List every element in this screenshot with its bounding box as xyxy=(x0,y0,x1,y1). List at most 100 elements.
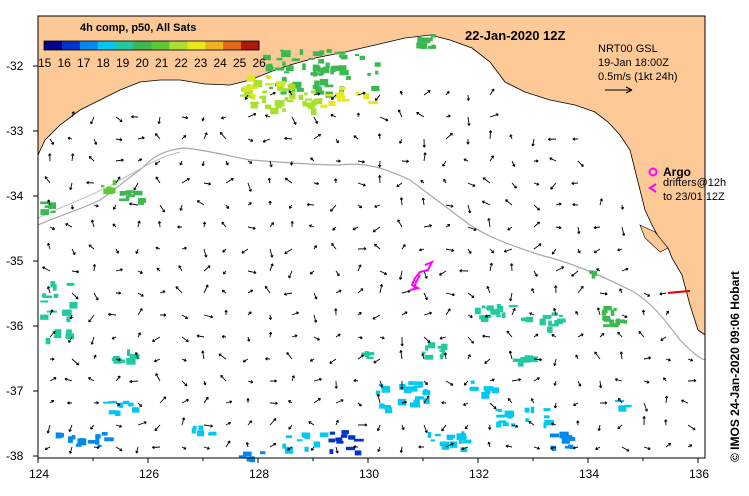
sst-pixel xyxy=(276,81,286,87)
current-arrow xyxy=(593,248,601,254)
current-arrowhead xyxy=(112,223,114,227)
current-arrowhead xyxy=(554,363,557,366)
current-arrow xyxy=(115,176,121,184)
current-arrowhead xyxy=(474,227,477,231)
sst-pixel xyxy=(518,360,524,367)
current-arrow xyxy=(423,395,430,404)
current-arrow xyxy=(291,375,295,382)
sst-pixel xyxy=(403,386,412,393)
current-arrowhead xyxy=(152,447,155,450)
sst-pixel xyxy=(624,404,632,408)
sst-pixel xyxy=(66,282,75,286)
current-arrowhead xyxy=(205,254,208,258)
current-arrow xyxy=(133,182,139,191)
sst-pixel xyxy=(335,437,343,442)
current-arrow xyxy=(599,292,608,295)
drifter-marker-icon xyxy=(648,183,657,193)
current-arrowhead xyxy=(441,402,444,405)
current-arrowhead xyxy=(210,424,213,427)
sst-pixel xyxy=(197,430,205,437)
current-arrow xyxy=(357,354,364,360)
current-arrowhead xyxy=(86,182,89,185)
current-arrow xyxy=(555,226,562,229)
current-arrowhead xyxy=(536,182,540,186)
current-arrow xyxy=(687,424,696,431)
current-arrow xyxy=(313,398,321,404)
current-arrowhead xyxy=(463,158,466,162)
current-arrow xyxy=(47,424,51,434)
current-arrowhead xyxy=(482,335,485,338)
current-arrow xyxy=(330,204,337,212)
current-arrowhead xyxy=(223,272,226,275)
current-arrowhead xyxy=(399,197,402,200)
sst-pixel xyxy=(339,69,349,76)
current-arrow xyxy=(218,353,227,360)
current-arrowhead xyxy=(88,244,91,248)
current-arrowhead xyxy=(88,377,90,381)
current-arrow xyxy=(88,244,95,250)
current-arrow xyxy=(445,308,451,316)
current-arrowhead xyxy=(50,309,53,312)
current-arrow xyxy=(269,92,276,96)
current-arrow xyxy=(511,308,516,316)
current-arrow xyxy=(137,292,144,297)
sst-pixel xyxy=(569,445,574,450)
current-arrowhead xyxy=(375,99,378,101)
current-arrow xyxy=(489,113,499,118)
current-arrow xyxy=(533,243,542,250)
current-arrowhead xyxy=(88,156,91,159)
current-arrow xyxy=(643,380,650,383)
current-arrowhead xyxy=(224,309,227,313)
sst-pixel xyxy=(316,98,323,102)
current-arrow xyxy=(129,380,139,383)
current-arrow xyxy=(247,138,254,142)
colorbar-segment xyxy=(187,41,206,50)
current-arrow xyxy=(357,92,366,96)
colorbar-segment xyxy=(241,41,260,50)
sst-pixel xyxy=(100,184,105,188)
current-arrowhead xyxy=(451,382,454,386)
current-arrowhead xyxy=(156,267,159,271)
current-arrowhead xyxy=(181,417,185,420)
sst-pixel xyxy=(252,94,256,98)
sst-pixel xyxy=(589,271,597,275)
current-arrow xyxy=(441,424,447,432)
sst-pixel xyxy=(341,99,350,102)
colorbar-frame xyxy=(43,40,260,51)
sst-pixel xyxy=(127,404,133,407)
current-arrowhead xyxy=(549,157,552,161)
sst-pixel xyxy=(366,356,374,360)
current-arrowhead xyxy=(88,320,92,323)
current-arrow xyxy=(313,116,318,124)
current-arrow xyxy=(400,197,403,206)
sst-pixel xyxy=(302,63,306,71)
drifters-line-1: drifters@12h xyxy=(663,177,726,189)
colorbar-label: 20 xyxy=(136,56,150,70)
sst-pixel xyxy=(314,72,325,75)
current-arrow xyxy=(621,446,630,452)
current-arrowhead xyxy=(469,210,472,214)
colorbar-segment xyxy=(115,41,135,50)
info-line-3: 0.5m/s (1kt 24h) xyxy=(598,71,677,83)
current-arrowhead xyxy=(382,336,385,339)
sst-pixel xyxy=(481,315,489,323)
sst-pixel xyxy=(417,36,423,44)
current-arrowhead xyxy=(140,404,143,407)
current-arrow xyxy=(313,133,321,140)
current-arrow xyxy=(621,226,625,236)
current-arrow xyxy=(463,380,469,386)
sst-pixel xyxy=(53,293,59,298)
current-arrow xyxy=(69,446,73,454)
sst-pixel xyxy=(338,65,347,72)
current-arrow xyxy=(445,248,454,252)
sst-pixel xyxy=(456,433,467,441)
current-arrowhead xyxy=(69,451,73,454)
current-arrow xyxy=(594,351,601,360)
current-arrow xyxy=(467,204,471,214)
colorbar-label: 24 xyxy=(214,56,228,70)
current-arrowhead xyxy=(554,285,557,289)
current-arrowhead xyxy=(465,427,468,430)
current-arrowhead xyxy=(119,268,123,270)
current-arrowhead xyxy=(154,429,158,432)
current-arrow xyxy=(335,289,342,294)
